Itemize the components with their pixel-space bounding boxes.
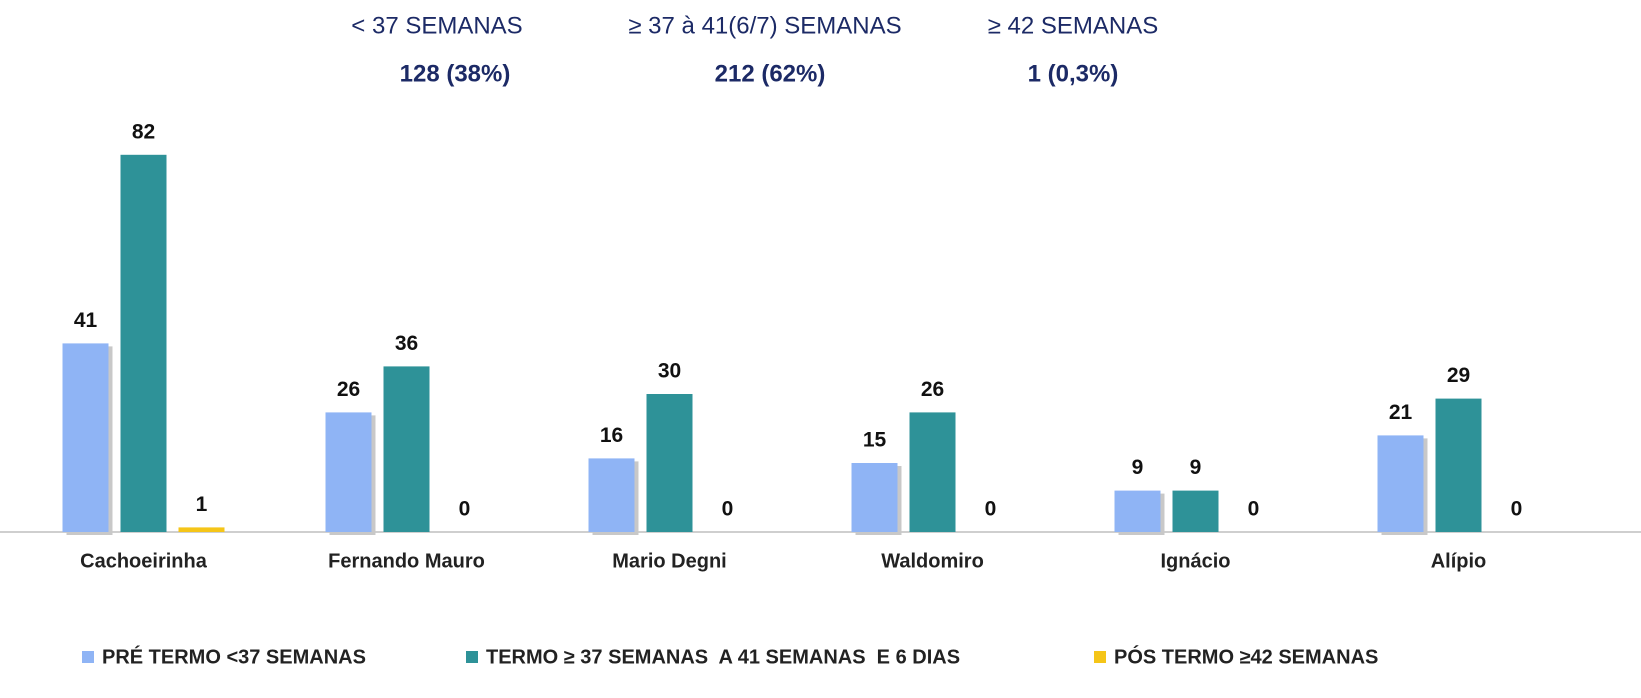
- value-label: 9: [1190, 456, 1202, 479]
- x-tick-label: Ignácio: [1160, 550, 1230, 572]
- value-label: 0: [1248, 498, 1260, 521]
- value-label: 26: [337, 378, 360, 401]
- bar: [178, 527, 225, 532]
- bar: [588, 458, 635, 532]
- value-label: 0: [985, 498, 997, 521]
- value-label: 41: [74, 309, 98, 332]
- value-label: 1: [196, 493, 208, 516]
- value-label: 15: [863, 429, 887, 452]
- legend-swatch: [466, 651, 478, 663]
- summary-label: ≥ 42 SEMANAS: [988, 12, 1159, 39]
- bar: [851, 463, 898, 532]
- value-label: 0: [1511, 498, 1523, 521]
- x-tick-label: Waldomiro: [881, 550, 984, 572]
- value-label: 21: [1389, 401, 1413, 424]
- bar: [325, 412, 372, 532]
- legend-label: PRÉ TERMO <37 SEMANAS: [102, 645, 366, 668]
- bar: [646, 394, 693, 532]
- summary-value: 128 (38%): [400, 60, 511, 87]
- bar: [383, 366, 430, 532]
- value-label: 36: [395, 332, 418, 355]
- bar: [1172, 490, 1219, 532]
- bar: [120, 154, 167, 533]
- bar: [1435, 398, 1482, 532]
- summary-value: 212 (62%): [715, 60, 826, 87]
- value-label: 0: [722, 498, 734, 521]
- x-tick-label: Mario Degni: [612, 550, 726, 572]
- x-tick-label: Fernando Mauro: [328, 550, 485, 572]
- legend-label: TERMO ≥ 37 SEMANAS A 41 SEMANAS E 6 DIAS: [486, 646, 960, 668]
- x-tick-label: Alípio: [1431, 550, 1487, 572]
- legend-label: PÓS TERMO ≥42 SEMANAS: [1114, 644, 1378, 668]
- value-label: 26: [921, 378, 944, 401]
- summary-label: < 37 SEMANAS: [351, 12, 522, 39]
- bar: [1114, 490, 1161, 532]
- summary-value: 1 (0,3%): [1028, 60, 1119, 87]
- value-label: 30: [658, 360, 681, 383]
- bar: [62, 343, 109, 532]
- value-label: 9: [1132, 456, 1144, 479]
- bar: [909, 412, 956, 532]
- value-label: 0: [459, 498, 471, 521]
- bar: [1377, 435, 1424, 532]
- value-label: 82: [132, 120, 155, 143]
- value-label: 16: [600, 424, 623, 447]
- x-tick-label: Cachoeirinha: [80, 550, 208, 572]
- value-label: 29: [1447, 364, 1470, 387]
- legend-swatch: [82, 651, 94, 663]
- summary-label: ≥ 37 à 41(6/7) SEMANAS: [628, 12, 901, 39]
- legend-swatch: [1094, 651, 1106, 663]
